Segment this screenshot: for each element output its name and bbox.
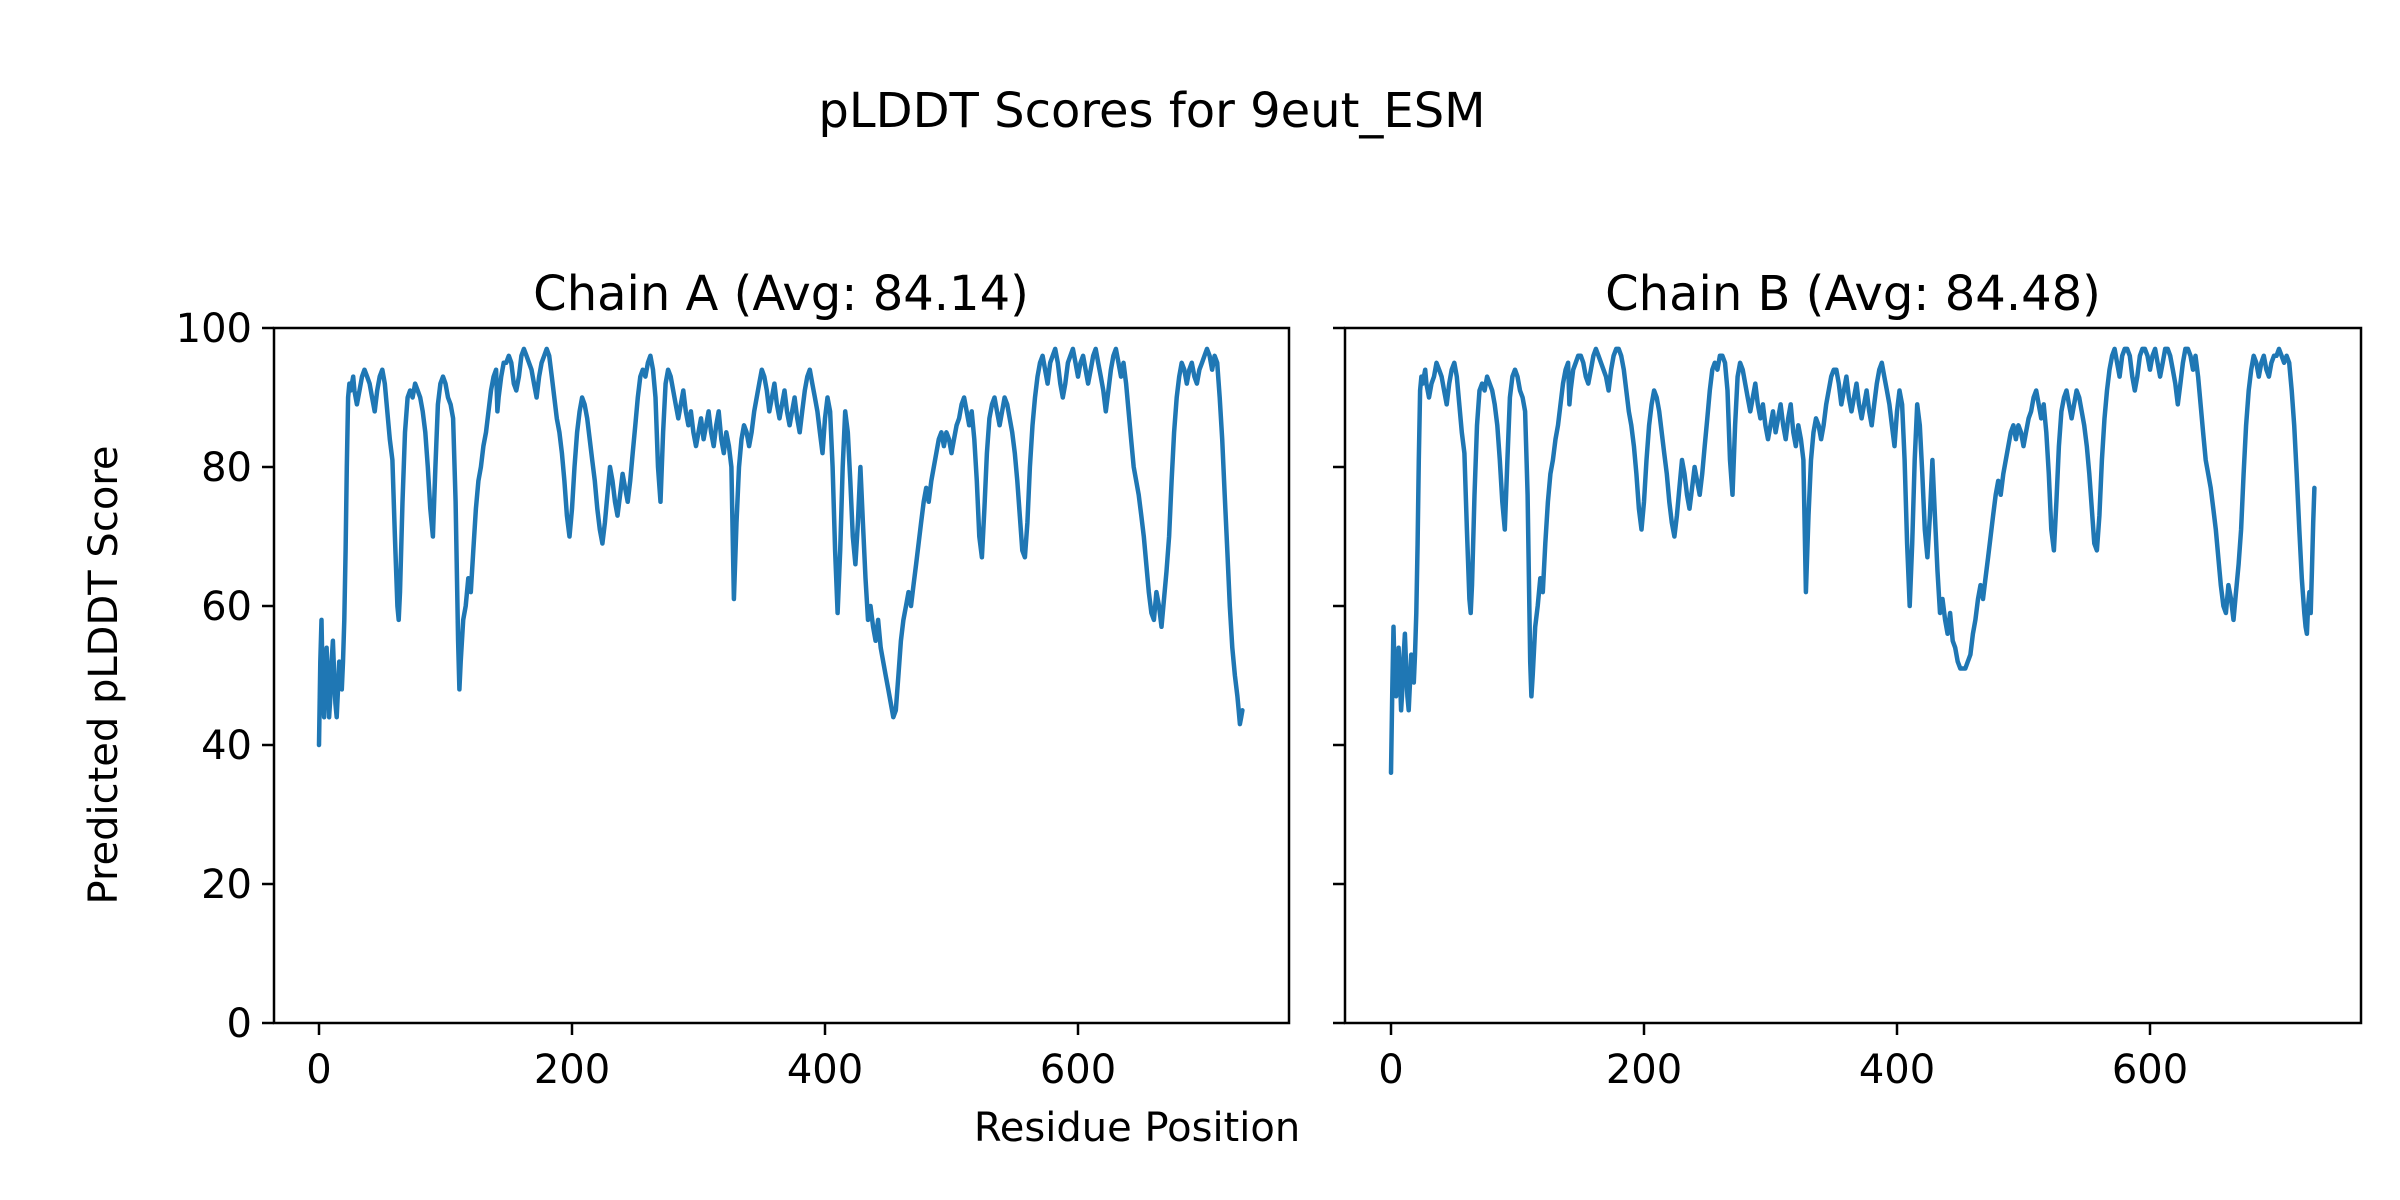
chain-a-y-tick-label: 100 — [176, 306, 252, 352]
chain-a-x-tick-label: 0 — [306, 1047, 331, 1093]
chain-a-y-tick-label: 20 — [201, 862, 252, 908]
chain-b-x-tick-label: 200 — [1606, 1047, 1682, 1093]
chain-a-plddt-line — [316, 346, 1245, 748]
chain-b-x-tick-label: 600 — [2112, 1047, 2188, 1093]
chain-a-x-tick-label: 200 — [534, 1047, 610, 1093]
chain-b-axes-frame — [1343, 326, 2363, 1025]
chain-a-x-tick-label: 600 — [1040, 1047, 1116, 1093]
x-axis-label: Residue Position — [973, 1105, 1301, 1151]
chain-b-title: Chain B (Avg: 84.48) — [1605, 266, 2101, 322]
chain-b-x-tick-label: 400 — [1859, 1047, 1935, 1093]
chain-b-x-tick-label: 0 — [1378, 1047, 1403, 1093]
chain-a-y-tick-label: 60 — [201, 584, 252, 630]
chain-a-y-tick-label: 0 — [227, 1001, 252, 1047]
chain-a-axes-frame — [272, 326, 1291, 1025]
chain-a-y-tick-label: 80 — [201, 445, 252, 491]
chain-b-plddt-line — [1388, 346, 2317, 776]
chain-a-y-tick-label: 40 — [201, 723, 252, 769]
chain-a-title: Chain A (Avg: 84.14) — [533, 266, 1029, 322]
figure-title: pLDDT Scores for 9eut_ESM — [818, 83, 1486, 139]
chain-a-x-tick-label: 400 — [787, 1047, 863, 1093]
